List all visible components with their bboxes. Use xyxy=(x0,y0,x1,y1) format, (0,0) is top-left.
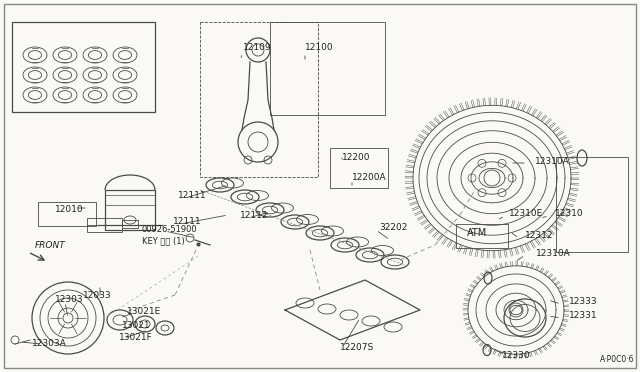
Text: 12207S: 12207S xyxy=(340,343,374,353)
Text: 12310A: 12310A xyxy=(536,248,571,257)
Text: 12331: 12331 xyxy=(569,311,598,321)
Text: KEY キー (1): KEY キー (1) xyxy=(142,237,185,246)
Bar xyxy=(200,22,318,177)
Bar xyxy=(456,224,508,248)
Bar xyxy=(87,218,122,232)
Text: A·P0C0·6: A·P0C0·6 xyxy=(600,356,634,365)
Bar xyxy=(556,157,628,252)
Text: 12312: 12312 xyxy=(525,231,554,241)
Text: 12333: 12333 xyxy=(569,298,598,307)
Text: ATM: ATM xyxy=(467,228,487,238)
Text: 12330: 12330 xyxy=(502,350,531,359)
Text: 12033: 12033 xyxy=(83,292,111,301)
Text: 12111: 12111 xyxy=(178,190,207,199)
Text: 12310A: 12310A xyxy=(535,157,570,167)
Bar xyxy=(12,22,155,112)
Text: 13021E: 13021E xyxy=(127,308,161,317)
Text: 12200: 12200 xyxy=(342,154,371,163)
Text: 13021F: 13021F xyxy=(119,333,153,341)
Text: 12303: 12303 xyxy=(55,295,84,304)
Text: 12109: 12109 xyxy=(243,42,271,51)
Bar xyxy=(330,148,388,188)
Text: 12310E: 12310E xyxy=(509,209,543,218)
Text: 12200A: 12200A xyxy=(352,173,387,182)
Text: 32202: 32202 xyxy=(379,224,408,232)
Text: 12010: 12010 xyxy=(55,205,84,215)
Text: 12310: 12310 xyxy=(555,209,584,218)
Text: 12100: 12100 xyxy=(305,42,333,51)
Text: FRONT: FRONT xyxy=(35,241,66,250)
Text: 13021: 13021 xyxy=(122,321,150,330)
Text: 12303A: 12303A xyxy=(32,339,67,347)
Text: 00926-51900: 00926-51900 xyxy=(142,225,198,234)
Bar xyxy=(38,202,96,226)
Bar xyxy=(105,190,155,230)
Bar xyxy=(122,220,138,228)
Bar xyxy=(270,22,385,115)
Text: 12111: 12111 xyxy=(173,218,202,227)
Text: 12112: 12112 xyxy=(240,212,269,221)
